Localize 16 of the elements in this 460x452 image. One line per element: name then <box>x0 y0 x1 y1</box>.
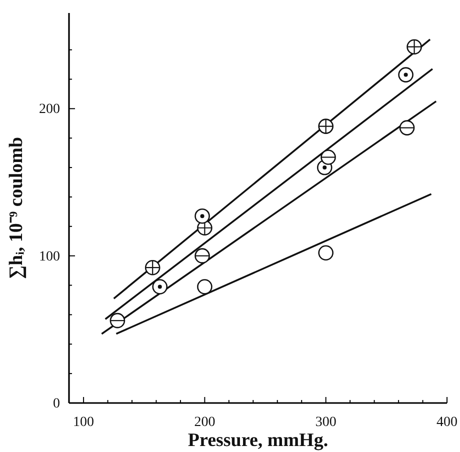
y-tick-label: 0 <box>53 396 60 412</box>
point <box>194 248 210 264</box>
point <box>318 245 334 261</box>
point <box>194 208 210 224</box>
x-tick-label: 100 <box>73 415 94 430</box>
x-tick-label: 300 <box>315 415 336 430</box>
point <box>398 67 414 82</box>
point <box>110 312 126 328</box>
point <box>197 279 212 294</box>
y-tick-label: 100 <box>39 249 60 264</box>
y-axis-title: ∑hᵢ, 10⁻⁹ coulomb <box>6 136 27 280</box>
point <box>152 279 168 294</box>
x-tick-label: 200 <box>194 415 216 430</box>
x-tick-label: 400 <box>436 415 458 430</box>
y-tick-label: 200 <box>39 102 60 118</box>
x-axis-title: Pressure, mmHg. <box>188 430 328 451</box>
